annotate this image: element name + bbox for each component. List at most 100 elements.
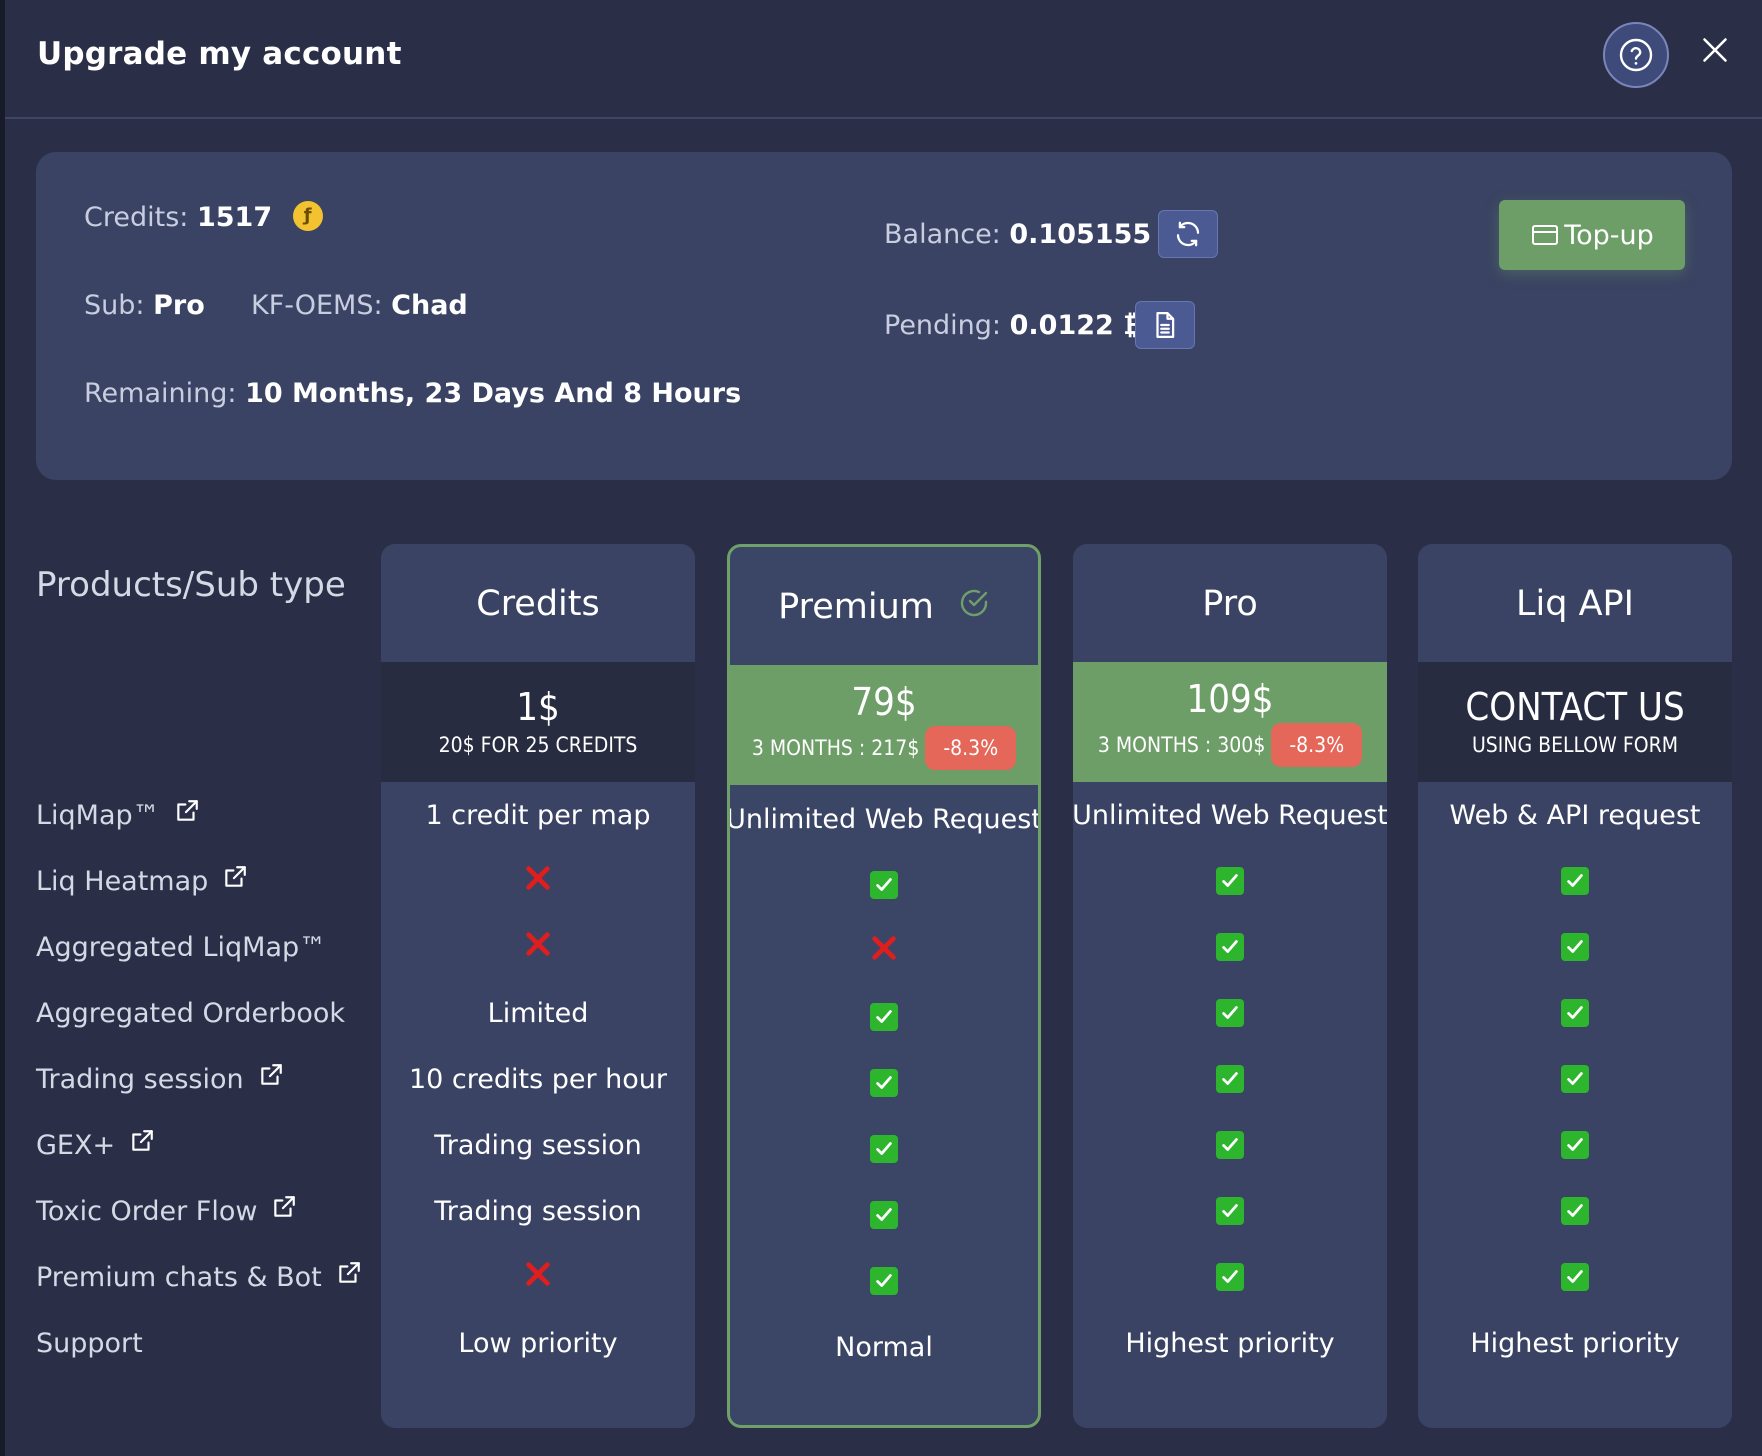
- close-button[interactable]: [1695, 30, 1735, 70]
- dialog-title: Upgrade my account: [37, 36, 402, 72]
- price-main: CONTACT US: [1465, 685, 1685, 729]
- plan-cell: Highest priority: [1418, 1321, 1732, 1365]
- plan-name-text: Credits: [476, 584, 600, 624]
- plan-cell: Highest priority: [1073, 1321, 1387, 1365]
- products-heading: Products/Sub type: [36, 565, 346, 605]
- plan-cell-text: 1 credit per map: [425, 799, 651, 831]
- cross-icon: [868, 932, 900, 971]
- plan-name-text: Pro: [1202, 584, 1258, 624]
- top-up-button[interactable]: Top-up: [1499, 200, 1685, 270]
- plan-column-credits[interactable]: Credits 1$ 20$ FOR 25 CREDITS 1 credit per …: [381, 544, 695, 1428]
- plan-cell: [1418, 991, 1732, 1035]
- plan-cell-text: Unlimited Web Request: [1073, 799, 1387, 831]
- price-band: 1$ 20$ FOR 25 CREDITS: [381, 662, 695, 782]
- plan-name-text: Premium: [778, 587, 934, 627]
- check-icon: [870, 1267, 898, 1295]
- plan-cell: Limited: [381, 991, 695, 1035]
- feature-label-row[interactable]: Toxic Order Flow: [36, 1191, 297, 1231]
- feature-label-text: Premium chats & Bot: [36, 1261, 322, 1293]
- help-button[interactable]: [1603, 22, 1669, 88]
- plan-cell-text: Limited: [487, 997, 589, 1029]
- plan-name: Liq API: [1418, 584, 1732, 624]
- feature-label-row[interactable]: LiqMap™: [36, 795, 200, 835]
- external-link-icon[interactable]: [271, 1194, 297, 1220]
- check-icon: [870, 1201, 898, 1229]
- selected-check-circle-icon: [960, 589, 988, 617]
- cross-icon: [522, 862, 554, 901]
- plan-cell: [1418, 925, 1732, 969]
- external-link-icon[interactable]: [336, 1260, 362, 1286]
- check-icon: [1561, 1131, 1589, 1159]
- credit-card-icon: [1532, 225, 1559, 245]
- feature-label-row[interactable]: GEX+: [36, 1125, 155, 1165]
- credits-info: Credits: 1517 ƒ: [84, 200, 323, 234]
- feature-label-row[interactable]: Premium chats & Bot: [36, 1257, 362, 1297]
- kf-oems-info: KF-OEMS: Chad: [251, 290, 468, 321]
- account-summary-panel: Credits: 1517 ƒ Sub: Pro KF-OEMS: Chad R…: [36, 152, 1732, 480]
- top-up-label: Top-up: [1564, 219, 1654, 251]
- plan-cell-text: 10 credits per hour: [408, 1063, 668, 1095]
- price-sub: 20$ FOR 25 CREDITS: [439, 731, 638, 759]
- check-icon: [1561, 1197, 1589, 1225]
- discount-badge: -8.3%: [925, 726, 1017, 770]
- balance-label: Balance:: [884, 219, 1001, 250]
- check-icon: [870, 871, 898, 899]
- feature-label-row: Support: [36, 1323, 143, 1363]
- plan-cell: [1418, 1255, 1732, 1299]
- plan-cell: [1073, 1189, 1387, 1233]
- plan-cell-text: Unlimited Web Request: [727, 803, 1041, 835]
- plan-cell: [730, 995, 1038, 1039]
- price-band: CONTACT US USING BELLOW FORM: [1418, 662, 1732, 782]
- external-link-icon[interactable]: [174, 798, 200, 824]
- plan-cell: [1073, 1123, 1387, 1167]
- price-sub: 3 MONTHS : 217$ -8.3%: [752, 726, 1017, 770]
- refresh-icon: [1176, 221, 1200, 247]
- check-icon: [1216, 1197, 1244, 1225]
- plan-cell: [1418, 1123, 1732, 1167]
- plan-cell-text: Low priority: [458, 1327, 618, 1359]
- check-icon: [1216, 933, 1244, 961]
- price-sub-text: 20$ FOR 25 CREDITS: [438, 733, 638, 757]
- plan-cell-text: Highest priority: [1125, 1327, 1335, 1359]
- credits-value: 1517: [196, 202, 273, 233]
- plan-cell: 10 credits per hour: [381, 1057, 695, 1101]
- plan-name: Credits: [381, 584, 695, 624]
- plan-cell: [381, 1255, 695, 1299]
- cross-icon: [522, 1258, 554, 1297]
- plan-cell-text: Highest priority: [1470, 1327, 1680, 1359]
- plan-cell: [1073, 859, 1387, 903]
- feature-label-text: GEX+: [36, 1129, 116, 1161]
- feature-label-row[interactable]: Trading session: [36, 1059, 284, 1099]
- plan-cell-text: Trading session: [434, 1195, 642, 1227]
- check-icon: [1561, 999, 1589, 1027]
- feature-label-row[interactable]: Liq Heatmap: [36, 861, 248, 901]
- price-main: 79$: [851, 680, 917, 724]
- feature-label-text: Toxic Order Flow: [36, 1195, 258, 1227]
- plan-column-pro[interactable]: Pro 109$ 3 MONTHS : 300$ -8.3% Unlimited Web…: [1073, 544, 1387, 1428]
- external-link-icon[interactable]: [129, 1128, 155, 1154]
- check-icon: [1561, 867, 1589, 895]
- price-main: 109$: [1186, 677, 1274, 721]
- remaining-value: 10 Months, 23 Days And 8 Hours: [245, 378, 742, 409]
- feature-label-row: Aggregated Orderbook: [36, 993, 345, 1033]
- price-sub: 3 MONTHS : 300$ -8.3%: [1098, 723, 1363, 767]
- plan-cell: Unlimited Web Request: [1073, 793, 1387, 837]
- check-icon: [1216, 1131, 1244, 1159]
- pending-label: Pending:: [884, 310, 1002, 341]
- external-link-icon[interactable]: [258, 1062, 284, 1088]
- feature-label-text: Aggregated LiqMap™: [36, 931, 327, 963]
- plan-cell: [730, 1061, 1038, 1105]
- check-icon: [870, 1003, 898, 1031]
- feature-label-text: LiqMap™: [36, 799, 160, 831]
- feature-label-text: Aggregated Orderbook: [36, 997, 346, 1029]
- plan-column-premium[interactable]: Premium 79$ 3 MONTHS : 217$ -8.3% Unlimited …: [727, 544, 1041, 1428]
- price-sub: USING BELLOW FORM: [1472, 731, 1678, 759]
- plan-column-liq-api[interactable]: Liq API CONTACT US USING BELLOW FORM Web & …: [1418, 544, 1732, 1428]
- external-link-icon[interactable]: [222, 864, 248, 890]
- dialog-header: Upgrade my account: [5, 0, 1762, 119]
- check-icon: [1216, 999, 1244, 1027]
- pending-details-button[interactable]: [1135, 301, 1195, 349]
- refresh-balance-button[interactable]: [1158, 210, 1218, 258]
- price-band: 109$ 3 MONTHS : 300$ -8.3%: [1073, 662, 1387, 782]
- plan-cell: Web & API request: [1418, 793, 1732, 837]
